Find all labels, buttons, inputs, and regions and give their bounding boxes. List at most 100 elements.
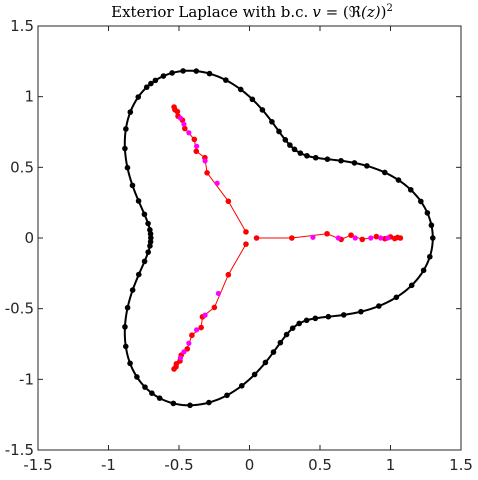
boundary-point [282,137,289,143]
boundary-point [180,68,186,74]
boundary-point [296,320,302,327]
boundary-point [325,313,332,320]
boundary-point [147,231,154,237]
boundary-point [238,382,245,389]
secondary-point [352,235,358,241]
x-tick-label: 0.5 [308,456,332,474]
pole-point [225,198,232,205]
pole-point [289,235,295,241]
boundary-point [262,359,269,366]
secondary-point [181,349,187,355]
pole-point [397,235,404,241]
boundary-point [160,73,167,79]
boundary-point [430,235,436,241]
pole-point [182,125,188,132]
plot-area: -1.5 -1 -0.5 0 0.5 1 1.5 -1.5 -1 -0.5 0 0.5 1 1.5 [5,17,473,474]
boundary-point [206,399,212,406]
boundary-point [142,384,148,390]
boundary-point [287,142,293,148]
secondary-point [385,235,391,241]
boundary-point [395,177,402,183]
boundary-point [358,308,364,315]
secondary-point [194,327,200,333]
boundary-point [169,70,175,76]
boundary-point [269,118,275,125]
boundary-point [303,317,310,324]
secondary-point [368,235,374,241]
boundary-point [206,70,213,77]
secondary-point [194,143,200,149]
boundary-point [291,146,298,153]
boundary-point [122,324,128,330]
boundary-point [156,395,163,401]
boundary-point [277,339,284,346]
boundary-point [147,243,153,249]
pole-point [193,148,200,155]
y-tick-label: 1 [24,88,34,106]
boundary-point [127,360,133,367]
boundary-point [141,258,148,265]
boundary-point [312,315,319,322]
boundary-point [407,186,414,193]
boundary-point [393,294,400,301]
y-tick-label: 0 [24,229,34,247]
pole-point [243,241,249,247]
boundary-point [424,210,431,216]
boundary-point [249,96,256,103]
pole-point [225,271,232,278]
boundary-point [148,80,154,87]
boundary-point [408,282,415,289]
pole-point [324,230,330,237]
boundary-point [376,303,382,309]
boundary-point [428,222,435,229]
boundary-point [135,271,142,278]
pole-point [373,233,380,240]
boundary-point [223,77,229,83]
y-tick-label: -1 [19,370,34,388]
boundary-point [152,77,159,84]
boundary-point [338,157,344,164]
secondary-point [335,235,341,241]
boundary-point [382,169,388,176]
pole-point [253,235,260,241]
boundary-point [147,235,154,241]
secondary-point [215,290,221,297]
boundary-point [427,253,433,260]
boundary-point [251,371,258,378]
boundary-point [237,86,244,93]
boundary-point [270,349,277,355]
pole-point [198,324,204,331]
boundary-point [187,402,193,409]
boundary-point [143,84,150,90]
x-tick-label: 0 [245,456,255,474]
boundary-point [276,128,282,135]
secondary-point [378,235,384,241]
boundary-point [259,107,266,113]
boundary-point [304,152,310,159]
boundary-point [145,249,151,255]
boundary-point [289,325,296,331]
boundary-point [312,154,319,161]
secondary-point [202,158,208,164]
secondary-point [214,180,220,186]
secondary-point [202,312,208,318]
boundary-point [418,198,424,205]
secondary-point [177,115,184,121]
secondary-point [186,340,192,346]
x-tick-label: -1.5 [23,456,52,474]
pole-point [171,366,177,372]
pole-point [211,304,218,311]
secondary-point [177,355,184,361]
boundary-point [149,390,155,396]
boundary-point [135,198,142,204]
boundary-point [193,68,200,74]
boundary-point [124,164,131,171]
pole-point [204,170,210,176]
pole-point [243,229,249,235]
boundary-point [283,331,290,338]
boundary-point [129,182,136,189]
boundary-point [122,343,129,350]
y-tick-label: 1.5 [10,17,34,35]
secondary-point [181,121,187,127]
